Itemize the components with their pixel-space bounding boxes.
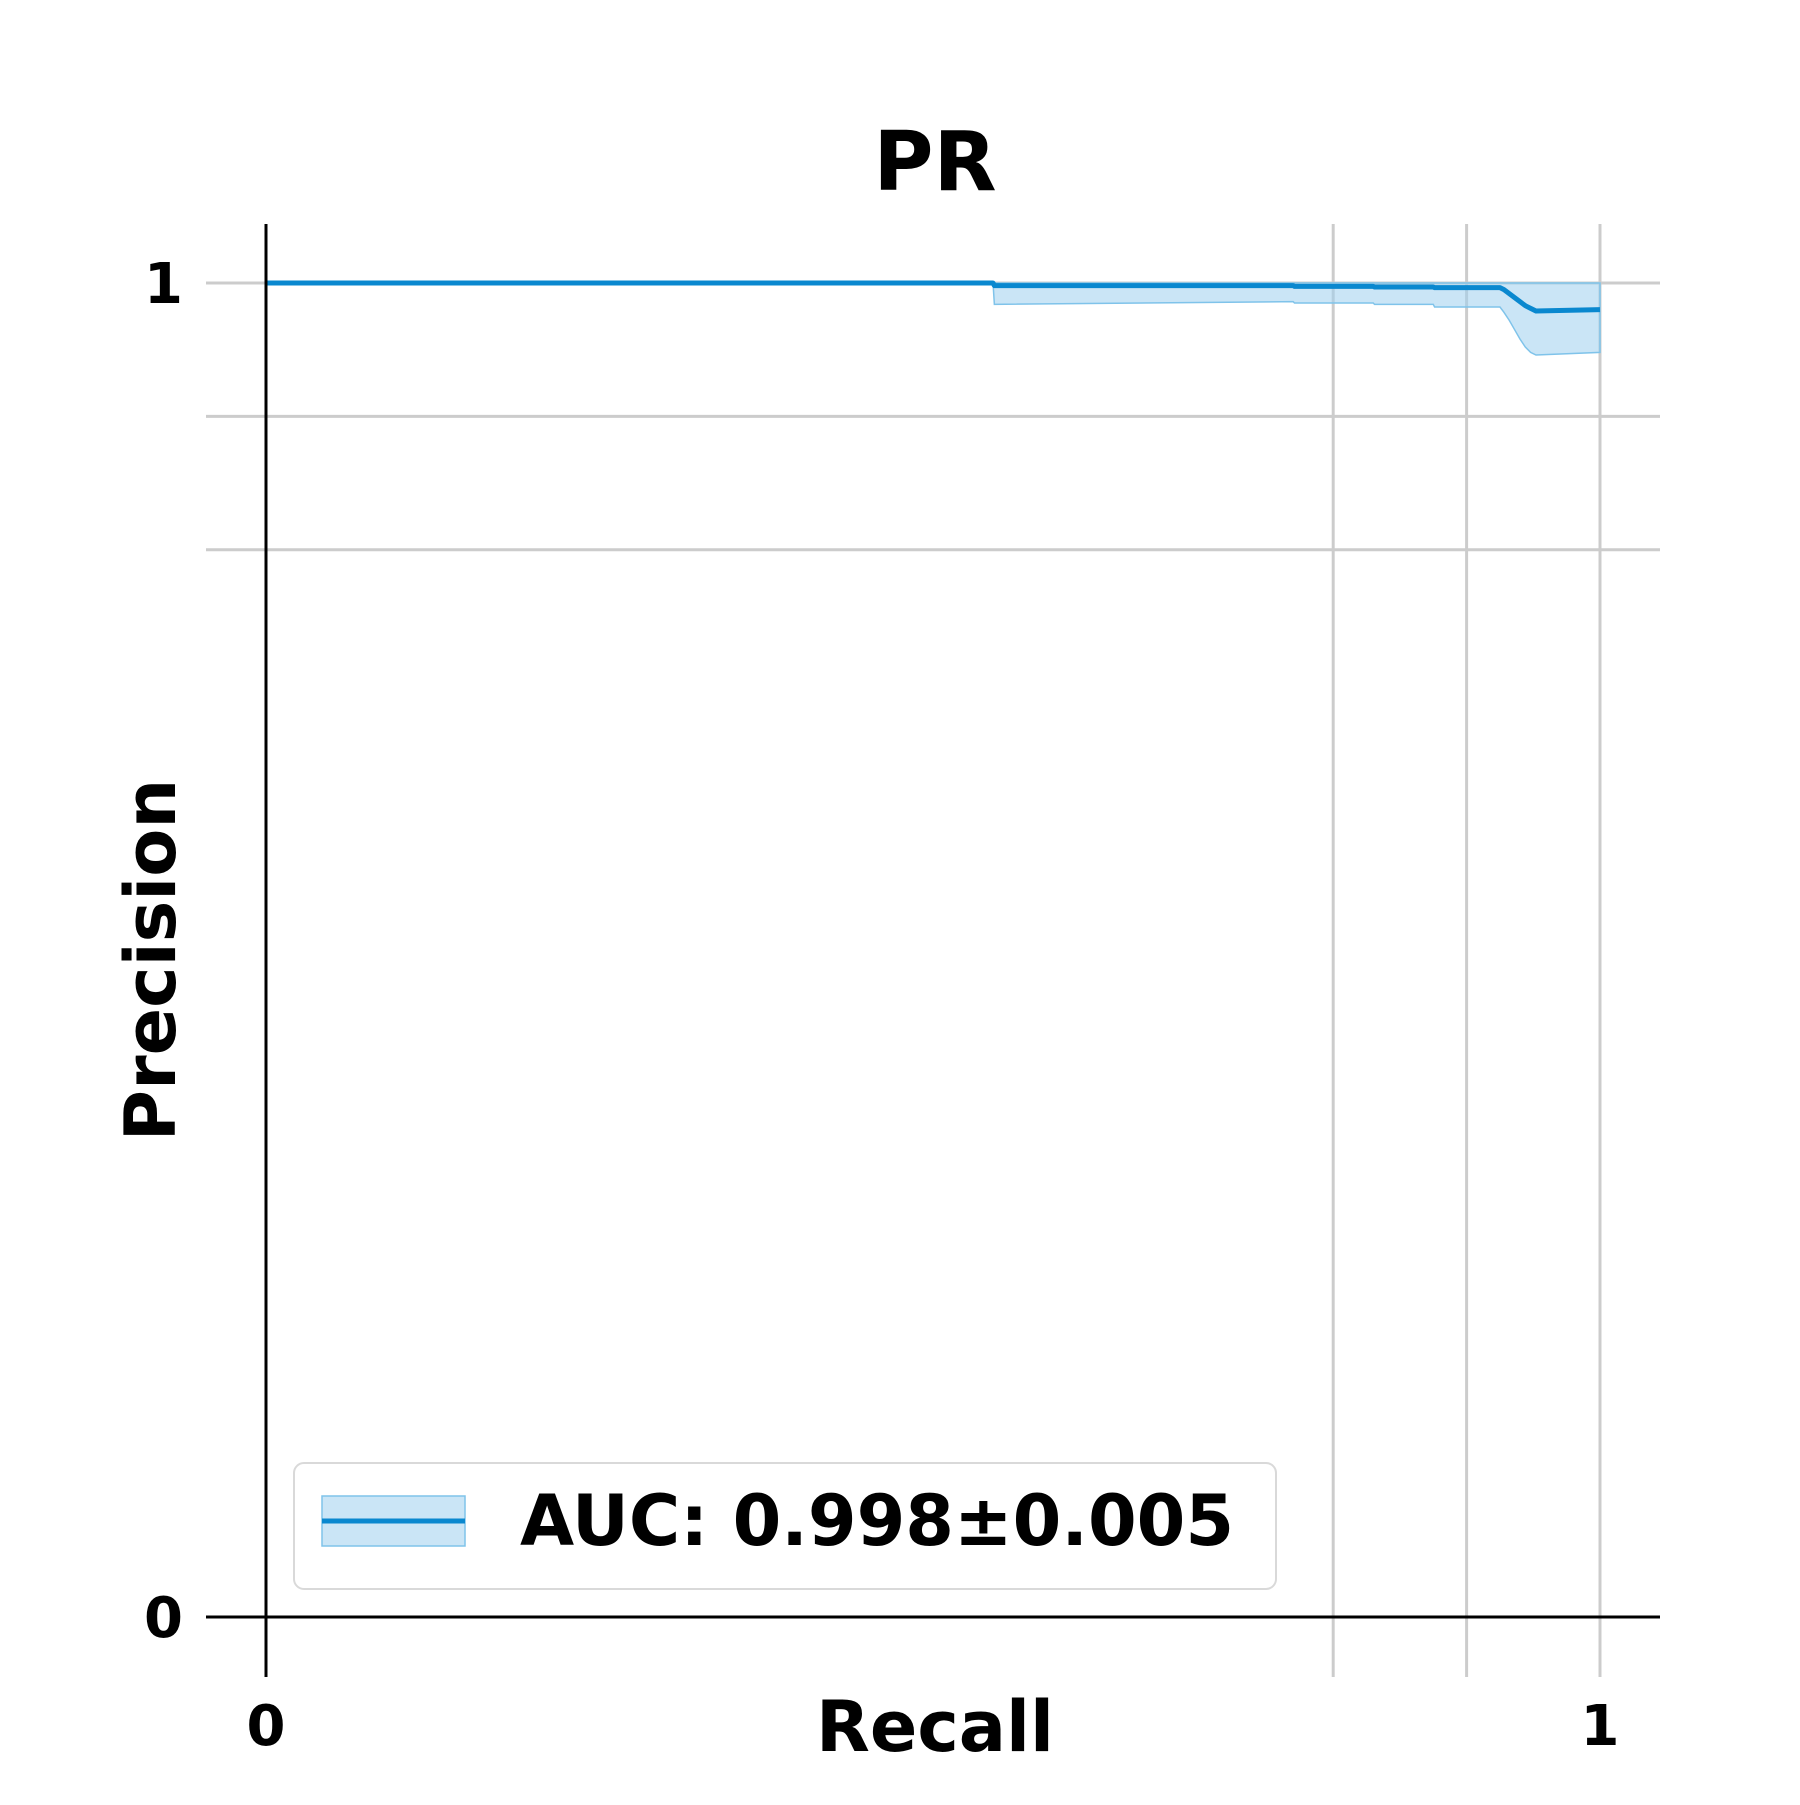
series-line-layer [266, 280, 1601, 314]
confidence-band [266, 282, 1601, 356]
confidence-band-layer [266, 282, 1601, 356]
y-tick-label: 0 [144, 1586, 183, 1651]
tick-labels: 0 1 0 1 [144, 252, 1619, 1759]
chart-title: PR [873, 115, 996, 210]
legend: AUC: 0.998±0.005 [293, 1462, 1277, 1590]
series-line [266, 280, 1601, 314]
legend-label: AUC: 0.998±0.005 [520, 1480, 1234, 1562]
grid [206, 224, 1660, 1677]
y-tick-label: 1 [144, 252, 183, 317]
y-axis-label: Precision [110, 779, 192, 1141]
x-tick-label: 0 [247, 1694, 286, 1759]
x-axis-label: Recall [816, 1686, 1054, 1768]
legend-box [293, 1462, 1277, 1590]
x-tick-label: 1 [1581, 1694, 1620, 1759]
axes [206, 224, 1660, 1677]
